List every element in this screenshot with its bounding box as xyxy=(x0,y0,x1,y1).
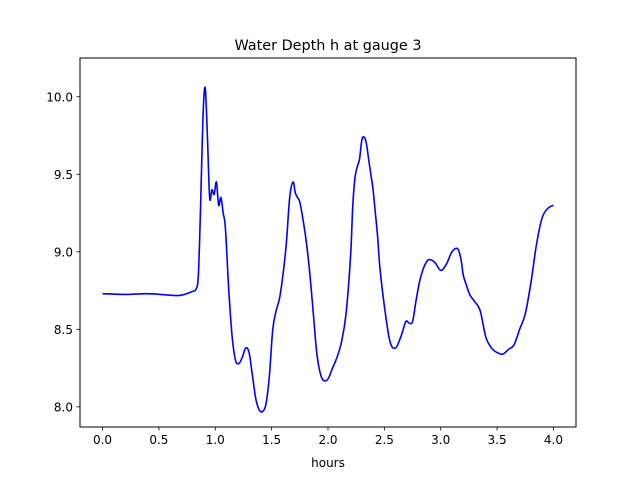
y-tick-label: 9.0 xyxy=(54,245,73,259)
x-tick-label: 4.0 xyxy=(544,433,563,447)
x-axis: 0.0 0.5 1.0 1.5 2.0 2.5 3.0 3.5 4.0 xyxy=(93,427,563,447)
x-tick-label: 0.5 xyxy=(149,433,168,447)
x-tick-label: 1.0 xyxy=(206,433,225,447)
plot-area-frame xyxy=(79,57,577,428)
y-tick-label: 8.5 xyxy=(54,323,73,337)
x-tick-label: 3.0 xyxy=(431,433,450,447)
series-layer xyxy=(102,86,554,413)
x-tick-label: 2.0 xyxy=(318,433,337,447)
y-tick-label: 9.5 xyxy=(54,168,73,182)
y-axis: 8.0 8.5 9.0 9.5 10.0 xyxy=(46,90,80,414)
x-axis-label: hours xyxy=(311,456,345,470)
y-tick-label: 8.0 xyxy=(54,400,73,414)
y-tick-label: 10.0 xyxy=(46,90,73,104)
chart-title: Water Depth h at gauge 3 xyxy=(234,38,421,54)
x-tick-label: 0.0 xyxy=(93,433,112,447)
x-tick-label: 3.5 xyxy=(488,433,507,447)
x-tick-label: 2.5 xyxy=(375,433,394,447)
series-line xyxy=(102,86,554,413)
x-tick-label: 1.5 xyxy=(262,433,281,447)
